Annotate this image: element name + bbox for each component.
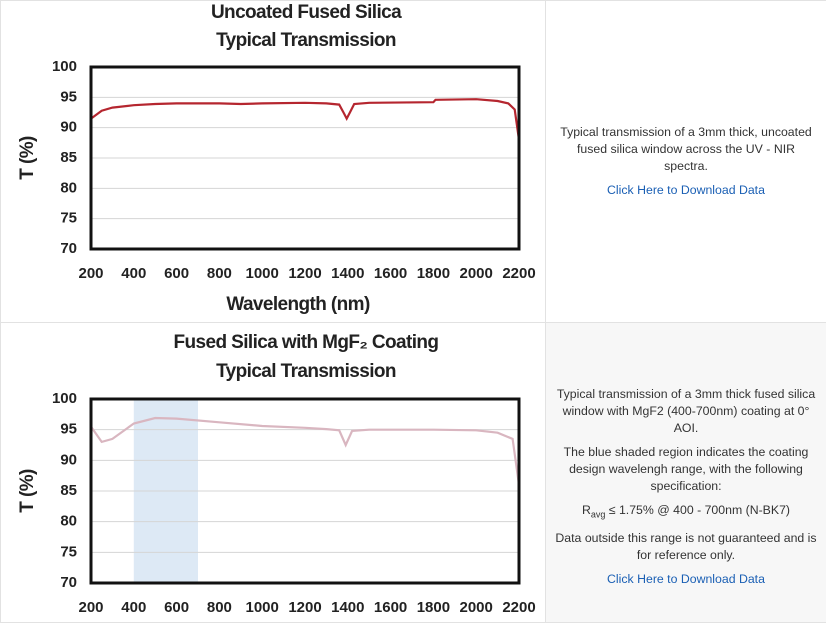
- description-text: The blue shaded region indicates the coa…: [563, 445, 809, 493]
- x-tick-label: 1600: [374, 599, 407, 616]
- chart-title: Fused Silica with MgF₂ Coating: [174, 332, 439, 353]
- y-tick-label: 100: [52, 390, 77, 407]
- spec-subscript: avg: [590, 509, 606, 520]
- x-tick-label: 400: [121, 599, 146, 616]
- x-tick-label: 800: [207, 599, 232, 616]
- x-tick-label: 200: [78, 265, 103, 282]
- x-tick-label: 1200: [288, 599, 321, 616]
- data-line: [90, 98, 521, 140]
- y-tick-label: 85: [60, 149, 77, 166]
- x-tick-label: 1600: [374, 265, 407, 282]
- x-tick-label: 600: [164, 599, 189, 616]
- row-divider: [0, 322, 826, 323]
- y-tick-label: 70: [60, 240, 77, 257]
- y-axis-label: T (%): [17, 136, 38, 180]
- x-tick-label: 2200: [502, 265, 535, 282]
- y-tick-label: 70: [60, 574, 77, 591]
- x-tick-label: 1200: [288, 265, 321, 282]
- x-tick-label: 1800: [417, 599, 450, 616]
- charts: Uncoated Fused Silica Typical Transmissio…: [17, 2, 536, 616]
- y-tick-label: 80: [60, 513, 77, 530]
- x-tick-label: 200: [78, 599, 103, 616]
- download-link[interactable]: Click Here to Download Data: [607, 183, 765, 197]
- x-tick-label: 1400: [331, 265, 364, 282]
- spec-symbol: R: [581, 503, 591, 517]
- y-tick-label: 95: [60, 421, 77, 438]
- download-link[interactable]: Click Here to Download Data: [607, 572, 765, 587]
- y-tick-label: 90: [60, 451, 77, 468]
- y-tick-label: 80: [60, 179, 77, 196]
- spec-text: ≤ 1.75% @ 400 - 700nm (N-BK7): [608, 503, 791, 517]
- description-text: Typical transmission of a 3mm thick fuse…: [556, 387, 816, 435]
- x-tick-label: 1000: [246, 599, 279, 616]
- plot-frame: [89, 65, 521, 251]
- description-note: Data outside this range is not guarantee…: [555, 531, 817, 563]
- description: Typical transmission of a 3mm thick fuse…: [546, 386, 826, 588]
- x-tick-label: 600: [164, 265, 189, 282]
- data-line: [90, 416, 521, 486]
- col-divider: [545, 0, 546, 622]
- x-tick-label: 400: [121, 265, 146, 282]
- y-axis-label: T (%): [17, 469, 38, 513]
- x-tick-label: 1800: [417, 265, 450, 282]
- y-tick-label: 75: [60, 210, 77, 227]
- specification: Ravg ≤ 1.75% @ 400 - 700nm (N-BK7): [554, 502, 818, 523]
- x-tick-label: 2200: [502, 599, 535, 616]
- description: Typical transmission of a 3mm thick, unc…: [546, 124, 826, 199]
- x-axis-label: Wavelength (nm): [226, 294, 370, 315]
- y-tick-label: 100: [52, 58, 77, 75]
- chart-subtitle: Typical Transmission: [216, 30, 396, 51]
- x-tick-label: 1000: [246, 265, 279, 282]
- x-tick-label: 2000: [460, 265, 493, 282]
- y-tick-label: 90: [60, 119, 77, 136]
- y-tick-label: 95: [60, 88, 77, 105]
- x-tick-label: 1400: [331, 599, 364, 616]
- desc-bg: [546, 323, 826, 622]
- plot-frame: [89, 397, 521, 585]
- x-tick-label: 800: [207, 265, 232, 282]
- y-tick-label: 75: [60, 543, 77, 560]
- x-tick-label: 2000: [460, 599, 493, 616]
- description-text: Typical transmission of a 3mm thick, unc…: [560, 125, 812, 173]
- chart-title: Uncoated Fused Silica: [211, 2, 402, 23]
- chart-subtitle: Typical Transmission: [216, 361, 396, 382]
- y-tick-label: 85: [60, 482, 77, 499]
